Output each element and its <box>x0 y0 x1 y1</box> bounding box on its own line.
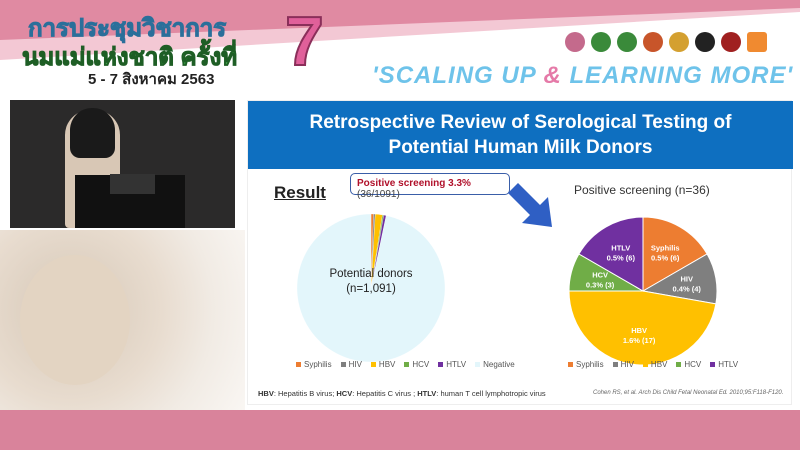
pie-data-label: HBV <box>631 326 647 335</box>
pie-data-label: 0.5% (6) <box>651 254 680 263</box>
legend-item: HTLV <box>710 360 738 369</box>
pie-data-label: 0.4% (4) <box>673 284 702 293</box>
slide-title-line2: Potential Human Milk Donors <box>388 137 653 158</box>
legend-swatch <box>642 362 648 367</box>
speaker-video <box>10 100 235 228</box>
pie2-legend: Syphilis HIV HBV HCV HTLV <box>568 360 738 369</box>
sponsor-logos <box>565 32 767 52</box>
slide-title: Retrospective Review of Serological Test… <box>248 101 793 169</box>
child-face <box>20 255 130 385</box>
slogan-part: 'SCALING UP <box>372 62 544 89</box>
donors-pie-chart <box>296 213 446 363</box>
laptop <box>110 174 155 194</box>
logo-icon <box>643 32 663 52</box>
fn-hcv-text: : Hepatitis C virus ; <box>352 389 418 398</box>
pie-data-label: HCV <box>592 271 608 280</box>
speaker-hair <box>70 108 115 158</box>
pie-data-label: 0.3% (3) <box>586 281 615 290</box>
conference-title-line2: นมแม่แห่งชาติ ครั้งที่ <box>21 44 238 72</box>
pie1-center-label: Potential donors (n=1,091) <box>296 267 446 297</box>
slogan-amp: & <box>543 62 562 89</box>
slogan-part: LEARNING MORE' <box>561 62 794 89</box>
positive-callout: Positive screening 3.3% (36/1091) <box>350 173 510 200</box>
legend-swatch <box>340 362 346 367</box>
logo-icon <box>747 32 767 52</box>
pie1-center-line2: (n=1,091) <box>346 283 396 295</box>
arrow-icon <box>508 183 552 227</box>
legend-item: HBV <box>642 360 667 369</box>
logo-icon <box>721 32 741 52</box>
pie-slice-syphilis <box>642 216 708 292</box>
pie-slice-htlv <box>578 216 644 292</box>
fn-htlv: HTLV <box>417 389 437 398</box>
fn-hcv: HCV <box>336 389 353 398</box>
bottom-band <box>0 410 800 450</box>
legend-swatch <box>438 362 444 367</box>
pie-data-label: HIV <box>680 274 693 283</box>
legend-item: HCV <box>404 360 429 369</box>
edition-number: 7 <box>284 2 325 80</box>
footnote: HBV: Hepatitis B virus; HCV: Hepatitis C… <box>258 389 546 398</box>
logo-icon <box>617 32 637 52</box>
legend-swatch <box>370 362 376 367</box>
conference-title-line1: การประชุมวิชาการ <box>27 15 227 43</box>
legend-item: HIV <box>612 360 634 369</box>
conference-dates: 5 - 7 สิงหาคม 2563 <box>88 71 215 88</box>
legend-swatch <box>612 362 618 367</box>
legend-item: HCV <box>676 360 701 369</box>
pie-slice-hbv <box>568 290 717 366</box>
pie-slice-negative <box>296 213 446 363</box>
logo-icon <box>695 32 715 52</box>
pie-data-label: 1.6% (17) <box>623 336 656 345</box>
legend-swatch <box>404 362 410 367</box>
result-heading: Result <box>274 183 326 202</box>
presentation-slide: Retrospective Review of Serological Test… <box>247 100 793 405</box>
logo-icon <box>565 32 585 52</box>
callout-bold: Positive screening 3.3% <box>357 178 471 189</box>
legend-swatch <box>475 362 481 367</box>
pie-data-label: 0.5% (6) <box>607 254 636 263</box>
legend-swatch <box>568 362 573 367</box>
logo-icon <box>591 32 611 52</box>
legend-item: HBV <box>370 360 395 369</box>
citation: Cohen RS, et al. Arch Dis Child Fetal Ne… <box>593 390 784 396</box>
legend-swatch <box>296 362 301 367</box>
pie1-legend: Syphilis HIV HBV HCV HTLV Negative <box>296 360 515 369</box>
fn-hbv-text: : Hepatitis B virus; <box>273 389 337 398</box>
pie-data-label: Syphilis <box>651 244 680 253</box>
legend-item: HTLV <box>438 360 466 369</box>
legend-item: Syphilis <box>296 360 332 369</box>
pie1-center-line1: Potential donors <box>329 268 413 280</box>
fn-hbv: HBV <box>258 389 274 398</box>
slide-title-line1: Retrospective Review of Serological Test… <box>309 112 732 133</box>
logo-icon <box>669 32 689 52</box>
slogan: 'SCALING UP & LEARNING MORE' <box>372 62 793 90</box>
child-photo <box>0 230 245 415</box>
legend-item: HIV <box>340 360 362 369</box>
fn-htlv-text: : human T cell lymphotropic virus <box>436 389 546 398</box>
legend-swatch <box>676 362 682 367</box>
pie2-title: Positive screening (n=36) <box>574 183 710 197</box>
legend-item: Negative <box>475 360 515 369</box>
callout-rest: (36/1091) <box>357 189 400 200</box>
legend-item: Syphilis <box>568 360 604 369</box>
pie-data-label: HTLV <box>611 244 630 253</box>
legend-swatch <box>710 362 716 367</box>
